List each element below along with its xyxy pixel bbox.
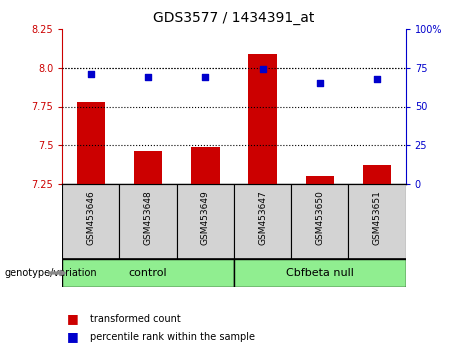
- Point: [144, 74, 152, 80]
- Point: [373, 76, 381, 81]
- FancyBboxPatch shape: [234, 184, 291, 259]
- Text: ■: ■: [67, 312, 78, 325]
- FancyBboxPatch shape: [291, 184, 349, 259]
- Point: [259, 67, 266, 72]
- Text: GSM453646: GSM453646: [86, 190, 95, 245]
- Text: GSM453649: GSM453649: [201, 190, 210, 245]
- Text: ■: ■: [67, 330, 78, 343]
- Text: GSM453650: GSM453650: [315, 190, 325, 245]
- Point: [201, 74, 209, 80]
- Text: transformed count: transformed count: [90, 314, 181, 324]
- FancyBboxPatch shape: [119, 184, 177, 259]
- Bar: [191, 147, 219, 184]
- Point: [87, 71, 95, 77]
- Text: GSM453651: GSM453651: [372, 190, 382, 245]
- Point: [316, 80, 324, 86]
- Title: GDS3577 / 1434391_at: GDS3577 / 1434391_at: [153, 11, 315, 25]
- FancyBboxPatch shape: [349, 184, 406, 259]
- Text: GSM453647: GSM453647: [258, 190, 267, 245]
- Text: genotype/variation: genotype/variation: [5, 268, 97, 278]
- FancyBboxPatch shape: [234, 259, 406, 287]
- Bar: [306, 176, 334, 184]
- Bar: [134, 152, 162, 184]
- Text: GSM453648: GSM453648: [143, 190, 153, 245]
- FancyBboxPatch shape: [177, 184, 234, 259]
- Bar: [363, 165, 391, 184]
- Text: percentile rank within the sample: percentile rank within the sample: [90, 332, 255, 342]
- Bar: [77, 102, 105, 184]
- Text: control: control: [129, 268, 167, 278]
- Bar: [248, 54, 277, 184]
- Text: Cbfbeta null: Cbfbeta null: [286, 268, 354, 278]
- FancyBboxPatch shape: [62, 259, 234, 287]
- FancyBboxPatch shape: [62, 184, 119, 259]
